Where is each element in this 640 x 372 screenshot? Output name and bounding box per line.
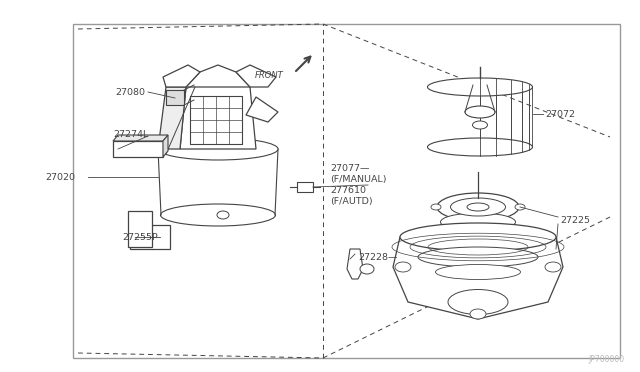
- Bar: [73, 24, 620, 358]
- Text: 27274L: 27274L: [113, 129, 148, 138]
- Polygon shape: [163, 135, 168, 157]
- Ellipse shape: [395, 262, 411, 272]
- Ellipse shape: [451, 198, 506, 216]
- Text: 27255P: 27255P: [122, 232, 157, 241]
- Polygon shape: [393, 237, 563, 319]
- Polygon shape: [166, 90, 184, 105]
- Text: 27020: 27020: [45, 173, 75, 182]
- Ellipse shape: [158, 138, 278, 160]
- Ellipse shape: [470, 309, 486, 319]
- Polygon shape: [158, 87, 186, 149]
- Text: 27228—: 27228—: [358, 253, 397, 262]
- Ellipse shape: [428, 138, 532, 156]
- Ellipse shape: [472, 121, 488, 129]
- Text: 277610: 277610: [330, 186, 366, 195]
- Text: 27072: 27072: [545, 109, 575, 119]
- Polygon shape: [347, 249, 363, 279]
- Polygon shape: [163, 65, 200, 87]
- Polygon shape: [113, 141, 163, 157]
- Polygon shape: [180, 87, 256, 149]
- Text: 27077—: 27077—: [330, 164, 369, 173]
- Polygon shape: [297, 182, 313, 192]
- Ellipse shape: [437, 193, 519, 221]
- Ellipse shape: [465, 106, 495, 118]
- Polygon shape: [236, 65, 276, 87]
- Ellipse shape: [467, 203, 489, 211]
- Polygon shape: [128, 211, 152, 247]
- Text: JP700000: JP700000: [589, 355, 625, 364]
- Ellipse shape: [431, 204, 441, 210]
- Ellipse shape: [545, 262, 561, 272]
- Ellipse shape: [360, 264, 374, 274]
- Ellipse shape: [400, 223, 556, 251]
- Ellipse shape: [515, 204, 525, 210]
- Polygon shape: [113, 135, 168, 141]
- Ellipse shape: [448, 289, 508, 314]
- Polygon shape: [246, 97, 278, 122]
- Ellipse shape: [428, 78, 532, 96]
- Ellipse shape: [217, 211, 229, 219]
- Text: FRONT: FRONT: [255, 71, 284, 80]
- Ellipse shape: [435, 264, 520, 279]
- Ellipse shape: [440, 213, 515, 231]
- Ellipse shape: [418, 247, 538, 267]
- Ellipse shape: [161, 204, 275, 226]
- Text: (F/MANUAL): (F/MANUAL): [330, 174, 387, 183]
- Polygon shape: [130, 225, 170, 249]
- Text: (F/AUTD): (F/AUTD): [330, 196, 372, 205]
- Text: 27080: 27080: [115, 87, 145, 96]
- Text: 27225: 27225: [560, 215, 590, 224]
